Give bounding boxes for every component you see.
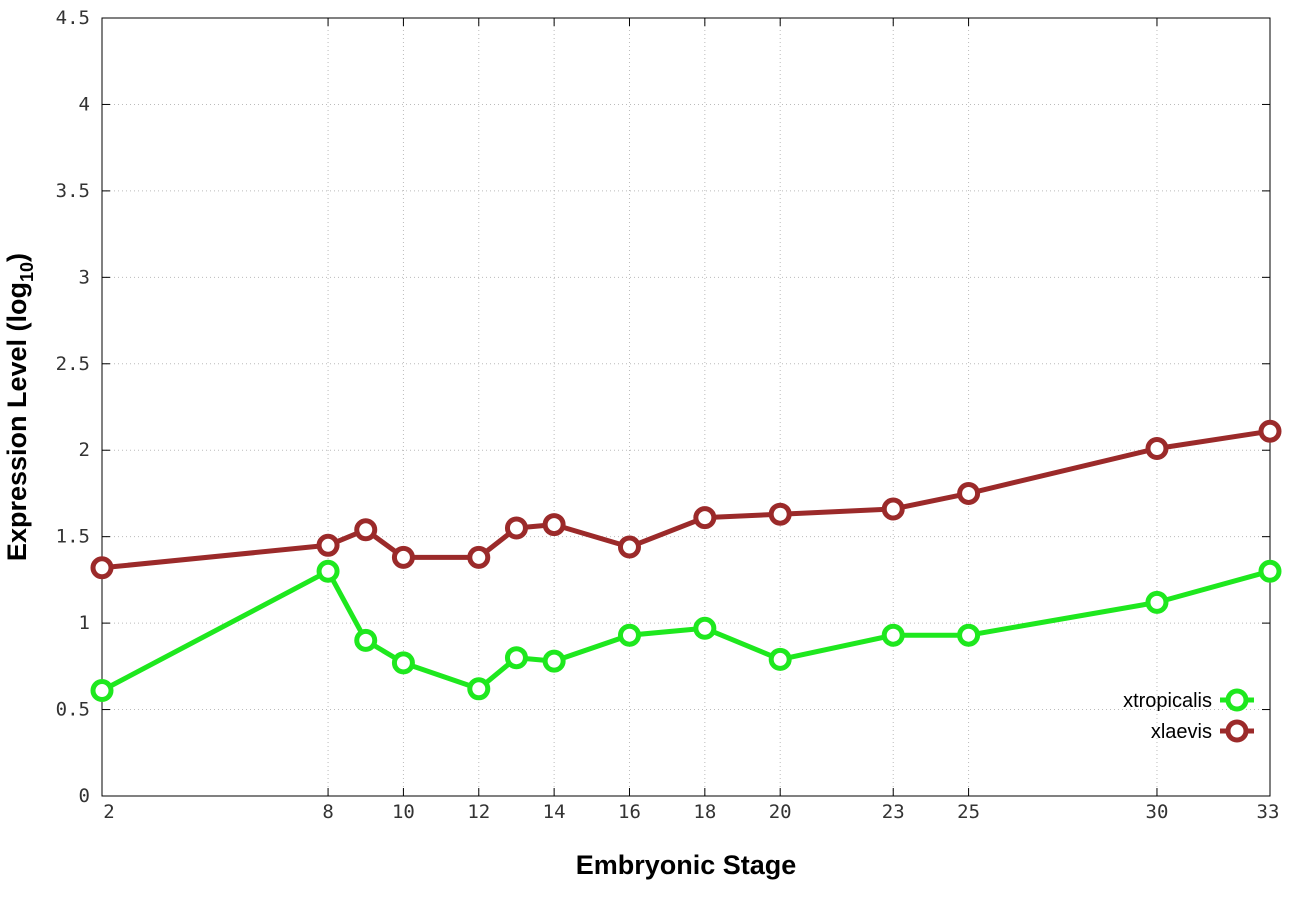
legend-entry-xtropicalis: xtropicalis [1123,688,1254,712]
x-tick-label: 33 [1257,801,1280,823]
y-tick-label: 3 [79,266,90,288]
legend-entry-xlaevis: xlaevis [1151,719,1254,743]
data-point-xlaevis [693,506,717,530]
x-tick-label: 18 [693,801,716,823]
data-point-xtropicalis [768,647,792,671]
data-point-xtropicalis [1145,590,1169,614]
data-point-xtropicalis [957,623,981,647]
data-point-xtropicalis [617,623,641,647]
series-group [90,419,1282,703]
series-xlaevis [90,419,1282,580]
x-tick-label: 10 [392,801,415,823]
data-point-xlaevis [1145,436,1169,460]
y-tick-label: 1.5 [56,526,90,548]
data-point-xlaevis [391,545,415,569]
data-point-xtropicalis [316,559,340,583]
y-tick-label: 4.5 [56,7,90,29]
y-tick-label: 0 [79,785,90,807]
data-point-xlaevis [467,545,491,569]
data-point-xtropicalis [693,616,717,640]
x-tick-label: 2 [103,801,114,823]
data-point-xlaevis [90,556,114,580]
y-tick-label: 3.5 [56,180,90,202]
legend-marker-xlaevis [1225,719,1249,743]
data-point-xtropicalis [542,649,566,673]
x-tick-label: 20 [769,801,792,823]
data-point-xtropicalis [881,623,905,647]
data-point-xtropicalis [467,677,491,701]
y-tick-label: 4 [79,93,90,115]
y-tick-label: 2 [79,439,90,461]
x-tick-label: 14 [543,801,566,823]
data-point-xlaevis [316,533,340,557]
legend-label-xtropicalis: xtropicalis [1123,690,1212,712]
y-tick-label: 0.5 [56,699,90,721]
x-tick-label: 8 [322,801,333,823]
data-point-xlaevis [1258,419,1282,443]
data-point-xlaevis [881,497,905,521]
data-point-xlaevis [542,513,566,537]
series-line-xlaevis [101,428,1271,571]
legend: xtropicalis xlaevis [1123,688,1254,743]
data-point-xlaevis [354,518,378,542]
axis-ticks: 0 0.5 1 1.5 2 2.5 3 3.5 4 4.5 2 8 10 12 14 16 18 20 23 25 30… [56,7,1280,823]
x-tick-label: 12 [467,801,490,823]
x-tick-label: 25 [957,801,980,823]
data-point-xlaevis [957,481,981,505]
plot-area-frame [101,17,1271,797]
data-point-xtropicalis [504,646,528,670]
grid-lines [102,18,1270,796]
series-xtropicalis [90,559,1282,703]
data-point-xtropicalis [354,628,378,652]
legend-label-xlaevis: xlaevis [1151,721,1212,743]
y-tick-label: 1 [79,612,90,634]
data-point-xlaevis [617,535,641,559]
data-point-xtropicalis [90,679,114,703]
data-point-xtropicalis [391,651,415,675]
y-axis-title-subscript: 10 [17,262,37,282]
data-point-xtropicalis [1258,559,1282,583]
y-axis-title-close: ) [2,253,32,262]
legend-marker-xtropicalis [1225,688,1249,712]
x-axis-title: Embryonic Stage [576,850,797,880]
x-tick-label: 23 [882,801,905,823]
y-axis-title-main: Expression Level (log [2,282,32,561]
data-point-xlaevis [768,502,792,526]
y-tick-label: 2.5 [56,353,90,375]
data-point-xlaevis [504,516,528,540]
y-axis-title: Expression Level (log10) [2,253,37,561]
x-tick-label: 30 [1146,801,1169,823]
x-tick-label: 16 [618,801,641,823]
series-line-xtropicalis [100,568,1271,693]
